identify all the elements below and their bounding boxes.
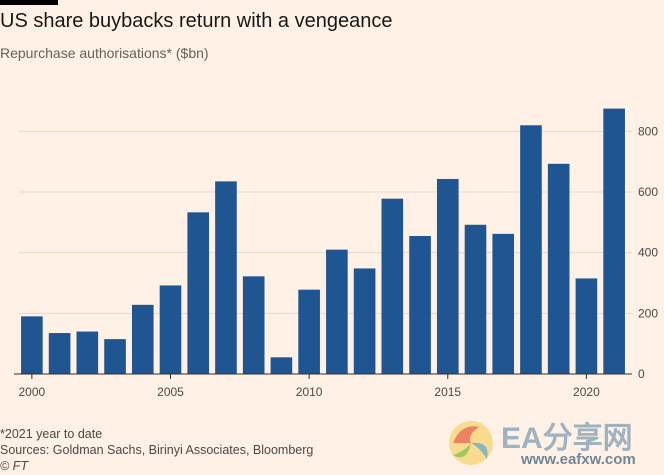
y-tick-label: 200 — [638, 306, 658, 320]
bar-2010 — [298, 289, 320, 374]
bar-2007 — [215, 181, 237, 374]
bar-2017 — [492, 233, 515, 374]
y-tick-label: 0 — [638, 367, 645, 381]
watermark-text: EA分享网 — [501, 422, 633, 455]
x-tick-label: 2010 — [296, 385, 323, 399]
bar-2013 — [381, 198, 404, 374]
x-tick-label: 2000 — [19, 385, 46, 399]
bar-2002 — [76, 331, 99, 374]
bar-2019 — [547, 163, 570, 374]
y-axis-ticks: 0 200 400 600 800 — [638, 124, 658, 381]
bar-2004 — [131, 304, 154, 374]
x-tick-label: 2005 — [157, 385, 184, 399]
bars — [21, 108, 625, 375]
bar-2011 — [326, 249, 348, 374]
x-tick-label: 2020 — [573, 385, 600, 399]
swirl-logo-icon — [449, 421, 493, 465]
x-axis-ticks: 2000 2005 2010 2015 2020 — [14, 373, 632, 399]
footnote: *2021 year to date — [0, 427, 103, 441]
bar-2003 — [104, 339, 126, 374]
chart-title: US share buybacks return with a vengeanc… — [0, 10, 393, 32]
chart-subtitle: Repurchase authorisations* ($bn) — [0, 45, 209, 61]
bar-2015 — [436, 178, 459, 374]
bar-2012 — [353, 268, 376, 374]
sources-note: Sources: Goldman Sachs, Birinyi Associat… — [0, 443, 314, 457]
x-tick-label: 2015 — [434, 385, 461, 399]
bar-2014 — [409, 235, 431, 374]
brand-bar — [0, 0, 58, 5]
y-tick-label: 800 — [638, 124, 658, 138]
watermark-url: www.eafxw.com — [521, 451, 636, 468]
bar-2020 — [575, 278, 598, 374]
bar-2006 — [187, 212, 210, 374]
ft-credit: © FT — [0, 459, 28, 473]
bar-2001 — [48, 333, 71, 374]
y-tick-label: 400 — [638, 246, 658, 260]
bar-2000 — [21, 316, 43, 374]
watermark: EA分享网 www.eafxw.com — [443, 411, 658, 473]
bar-2005 — [159, 285, 182, 374]
bar-2018 — [520, 125, 542, 374]
y-tick-label: 600 — [638, 185, 658, 199]
bar-2021 — [603, 108, 625, 375]
bar-2009 — [270, 357, 293, 374]
bar-2008 — [242, 276, 265, 374]
bar-chart: 0 200 400 600 800 2000 2005 2010 2015 2020 — [14, 108, 658, 399]
bar-2016 — [464, 224, 487, 374]
